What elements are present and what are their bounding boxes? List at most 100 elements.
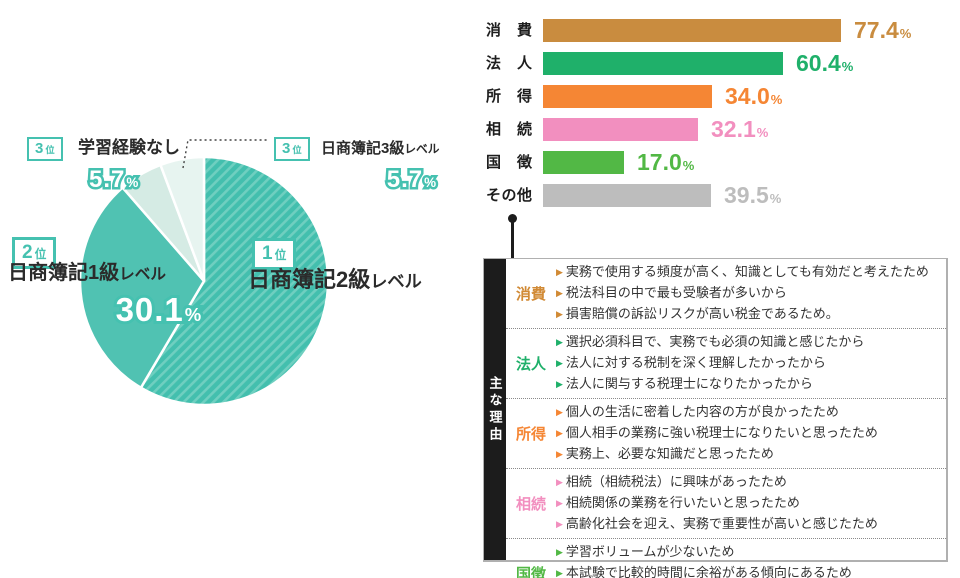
reason-text: 相続（相続税法）に興味があったため — [565, 474, 787, 489]
reason-text: 高齢化社会を迎え、実務で重要性が高いと感じたため — [565, 516, 878, 531]
reason-row-collection: 国徴▶学習ボリュームが少ないため▶本試験で比較的時間に余裕がある傾向にあるため▶… — [506, 538, 946, 578]
bar-row-inheritance: 相続 32.1% — [486, 118, 768, 141]
bar-segment-income — [543, 85, 712, 108]
reason-items-collection: ▶学習ボリュームが少ないため▶本試験で比較的時間に余裕がある傾向にあるため▶理論… — [556, 539, 946, 578]
reason-item: ▶ 損害賠償の訴訟リスクが高い税金であるため。 — [556, 304, 940, 325]
reasons-side-band: 主な理由 — [484, 259, 506, 560]
connector-pin-dot — [508, 214, 517, 223]
bar-percent-consumption: 77.4% — [854, 17, 912, 43]
bullet-triangle-icon: ▶ — [556, 449, 563, 459]
bar-row-corporate: 法人 60.4% — [486, 52, 853, 75]
pie-percent-level3: 5.7% 5.7% — [384, 165, 438, 194]
bar-row-collection: 国徴 17.0% — [486, 151, 694, 174]
reason-item: ▶ 法人に対する税制を深く理解したかったから — [556, 353, 940, 374]
pie-label-level1-text: 日商簿記1級 — [8, 262, 120, 284]
reason-category-income: 所得 — [515, 426, 546, 443]
bullet-triangle-icon: ▶ — [556, 309, 563, 319]
reason-category-inheritance: 相続 — [515, 496, 546, 513]
rank-number: 3 — [35, 140, 44, 157]
rank-number: 3 — [282, 140, 291, 157]
pie-label-level2-sub: レベル — [370, 271, 422, 291]
leader-line-level3 — [182, 139, 268, 169]
reason-text: 選択必須科目で、実務でも必須の知識と感じたから — [565, 334, 865, 349]
reason-item: ▶ 実務で使用する頻度が高く、知識としても有効だと考えたため — [556, 262, 940, 283]
reason-item: ▶ 高齢化社会を迎え、実務で重要性が高いと感じたため — [556, 514, 940, 535]
pie-slice-level3 — [159, 155, 206, 283]
pie-slice-level1 — [78, 186, 206, 389]
reason-item: ▶ 個人相手の業務に強い税理士になりたいと思ったため — [556, 423, 940, 444]
reason-items-income: ▶ 個人の生活に密着した内容の方が良かったため ▶ 個人相手の業務に強い税理士になりた… — [556, 399, 946, 468]
reason-item: ▶ 選択必須科目で、実務でも必須の知識と感じたから — [556, 332, 940, 353]
rank-suffix: 位 — [45, 145, 55, 155]
bar-category-other: その他 — [486, 187, 532, 204]
reason-text: 損害賠償の訴訟リスクが高い税金であるため。 — [565, 306, 839, 321]
bullet-triangle-icon: ▶ — [556, 568, 563, 578]
bar-category-collection: 国徴 — [486, 154, 532, 171]
reasons-table: 主な理由 消費 ▶ 実務で使用する頻度が高く、知識としても有効だと考えたため ▶ 税法科… — [483, 258, 948, 578]
bar-percent-corporate: 60.4% — [796, 50, 854, 76]
reason-items-corporate: ▶ 選択必須科目で、実務でも必須の知識と感じたから ▶ 法人に対する税制を深く理解した… — [556, 329, 946, 398]
bar-percent-income: 34.0% — [725, 83, 783, 109]
bullet-triangle-icon: ▶ — [556, 547, 563, 557]
reason-item: ▶ 相続関係の業務を行いたいと思ったため — [556, 493, 940, 514]
reason-category-collection: 国徴 — [515, 566, 546, 578]
bullet-triangle-icon: ▶ — [556, 519, 563, 529]
pie-label-level2-text: 日商簿記2級 — [248, 267, 371, 292]
reason-item: ▶ 法人に関与する税理士になりたかったから — [556, 374, 940, 395]
rank-number: 2 — [22, 242, 33, 263]
pie-label-level3-sub: レベル — [404, 143, 440, 156]
bar-segment-collection — [543, 151, 624, 174]
pie-label-level1: 日商簿記1級レベル — [8, 262, 166, 284]
reason-row-consumption: 消費 ▶ 実務で使用する頻度が高く、知識としても有効だと考えたため ▶ 税法科目の中で最… — [506, 259, 946, 328]
rank-suffix: 位 — [274, 249, 287, 262]
bar-segment-other — [543, 184, 711, 207]
pie-label-none: 学習経験なし — [78, 138, 180, 158]
bar-category-consumption: 消費 — [486, 22, 532, 39]
reason-item: ▶ 税法科目の中で最も受験者が多いから — [556, 283, 940, 304]
rank-number: 1 — [262, 243, 273, 264]
reason-text: 税法科目の中で最も受験者が多いから — [565, 285, 787, 300]
bar-segment-corporate — [543, 52, 783, 75]
reason-text: 相続関係の業務を行いたいと思ったため — [565, 495, 800, 510]
rank-suffix: 位 — [34, 248, 47, 261]
reasons-rows: 消費 ▶ 実務で使用する頻度が高く、知識としても有効だと考えたため ▶ 税法科目の中で最… — [506, 259, 946, 578]
reason-row-corporate: 法人 ▶ 選択必須科目で、実務でも必須の知識と感じたから ▶ 法人に対する税制を深く理解… — [506, 328, 946, 398]
pie-slice-level2 — [139, 155, 330, 407]
reason-item: ▶ 本試験で比較的時間に余裕がある傾向にあるため — [556, 563, 940, 578]
reason-text: 個人の生活に密着した内容の方が良かったため — [565, 404, 839, 419]
pie-label-level2: 日商簿記2級レベル — [248, 267, 422, 292]
bookkeeping-level-pie-chart — [78, 139, 330, 407]
reason-row-income: 所得 ▶ 個人の生活に密着した内容の方が良かったため ▶ 個人相手の業務に強い税理士にな… — [506, 398, 946, 468]
pie-percent-level1: 30.1% 30.1% — [113, 290, 205, 329]
bullet-triangle-icon: ▶ — [556, 337, 563, 347]
reason-text: 本試験で比較的時間に余裕がある傾向にあるため — [565, 565, 852, 578]
reason-text: 法人に対する税制を深く理解したかったから — [565, 355, 826, 370]
connector-pin-line — [511, 222, 514, 258]
bar-segment-inheritance — [543, 118, 698, 141]
reason-item: ▶ 学習ボリュームが少ないため — [556, 542, 940, 563]
pie-label-level3-text: 日商簿記3級 — [321, 140, 405, 157]
bar-category-income: 所得 — [486, 88, 532, 105]
pie-percent-none: 5.7% 5.7% — [86, 165, 140, 194]
bullet-triangle-icon: ▶ — [556, 477, 563, 487]
bar-category-corporate: 法人 — [486, 55, 532, 72]
reasons-side-label: 主な理由 — [487, 375, 503, 444]
reason-row-inheritance: 相続 ▶ 相続（相続税法）に興味があったため ▶ 相続関係の業務を行いたいと思ったため ▶… — [506, 468, 946, 538]
reason-text: 実務で使用する頻度が高く、知識としても有効だと考えたため — [565, 264, 929, 279]
reason-item: ▶ 相続（相続税法）に興味があったため — [556, 472, 940, 493]
bullet-triangle-icon: ▶ — [556, 379, 563, 389]
bar-row-income: 所得 34.0% — [486, 85, 782, 108]
reason-items-inheritance: ▶ 相続（相続税法）に興味があったため ▶ 相続関係の業務を行いたいと思ったため ▶ 高齢… — [556, 469, 946, 538]
reason-item: ▶ 実務上、必要な知識だと思ったため — [556, 444, 940, 465]
reason-item: ▶ 個人の生活に密着した内容の方が良かったため — [556, 402, 940, 423]
bar-row-consumption: 消費 77.4% — [486, 19, 911, 42]
reason-text: 法人に関与する税理士になりたかったから — [565, 376, 813, 391]
reason-category-corporate: 法人 — [515, 356, 546, 373]
reason-text: 実務上、必要な知識だと思ったため — [565, 446, 774, 461]
pie-label-level3: 日商簿記3級レベル — [321, 140, 440, 158]
pie-label-none-text: 学習経験なし — [78, 138, 180, 157]
